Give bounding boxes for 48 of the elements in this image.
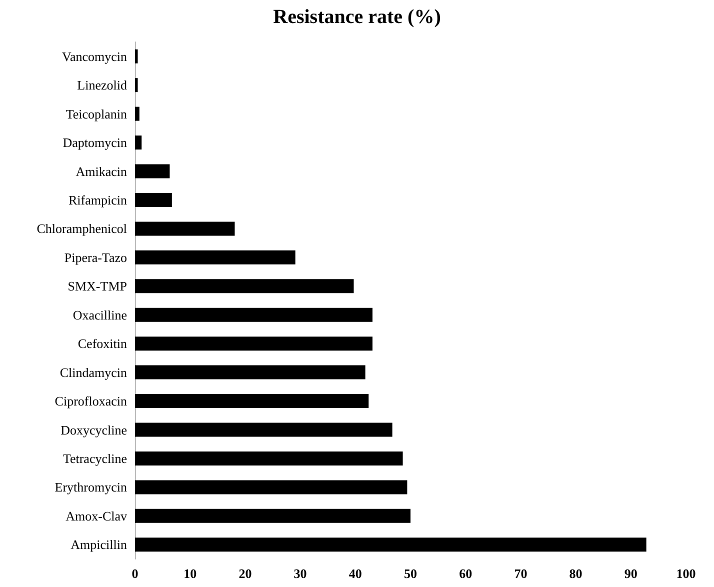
y-tick-label: Oxacilline [72, 307, 128, 322]
bar [135, 136, 142, 150]
bar [135, 164, 170, 178]
y-tick-label: Linezolid [77, 78, 128, 93]
bar [135, 508, 410, 523]
x-tick-label: 50 [404, 566, 417, 581]
x-tick-label: 10 [184, 566, 197, 581]
bar [135, 222, 235, 236]
y-tick-label: Rifampicin [68, 192, 128, 208]
bar [135, 250, 296, 264]
chart-title: Resistance rate (%) [273, 6, 441, 28]
y-tick-label: Chloramphenicol [36, 221, 128, 236]
y-tick-label: Pipera-Tazo [64, 250, 127, 265]
y-tick-label: Amox-Clav [66, 508, 128, 524]
y-tick-label: Clindamycin [60, 364, 128, 380]
bar [135, 394, 369, 408]
bar [135, 308, 372, 322]
bar [135, 365, 366, 380]
bar [135, 192, 172, 207]
y-tick-label: SMX-TMP [68, 278, 127, 294]
y-tick-label: Teicoplanin [66, 106, 128, 122]
bar [135, 106, 140, 121]
x-tick-label: 90 [624, 566, 638, 581]
x-tick-label: 70 [514, 566, 528, 581]
x-tick-label: 20 [238, 566, 252, 581]
y-tick-label: Doxycycline [60, 422, 128, 438]
x-tick-label: 100 [676, 566, 696, 581]
bar [135, 451, 403, 466]
y-tick-label: Cefoxitin [78, 336, 128, 352]
y-tick-label: Ciprofloxacin [54, 394, 128, 409]
x-tick-label: 80 [569, 566, 582, 581]
bar [135, 336, 372, 351]
y-tick-label: Daptomycin [62, 135, 128, 150]
bar [135, 422, 392, 437]
bar [135, 78, 138, 92]
x-tick-label: 40 [348, 566, 362, 581]
y-tick-label: Ampicillin [70, 537, 128, 552]
y-tick-label: Erythromycin [54, 480, 128, 495]
bar [135, 49, 138, 64]
y-tick-label: Amikacin [76, 164, 128, 179]
x-tick-label: 30 [294, 566, 307, 581]
x-tick-label: 60 [459, 566, 472, 581]
bar [135, 538, 646, 552]
y-tick-label: Vancomycin [62, 48, 128, 64]
bar [135, 279, 354, 294]
bar [135, 480, 408, 494]
y-tick-label: Tetracycline [62, 450, 128, 466]
x-tick-label: 0 [132, 566, 138, 581]
